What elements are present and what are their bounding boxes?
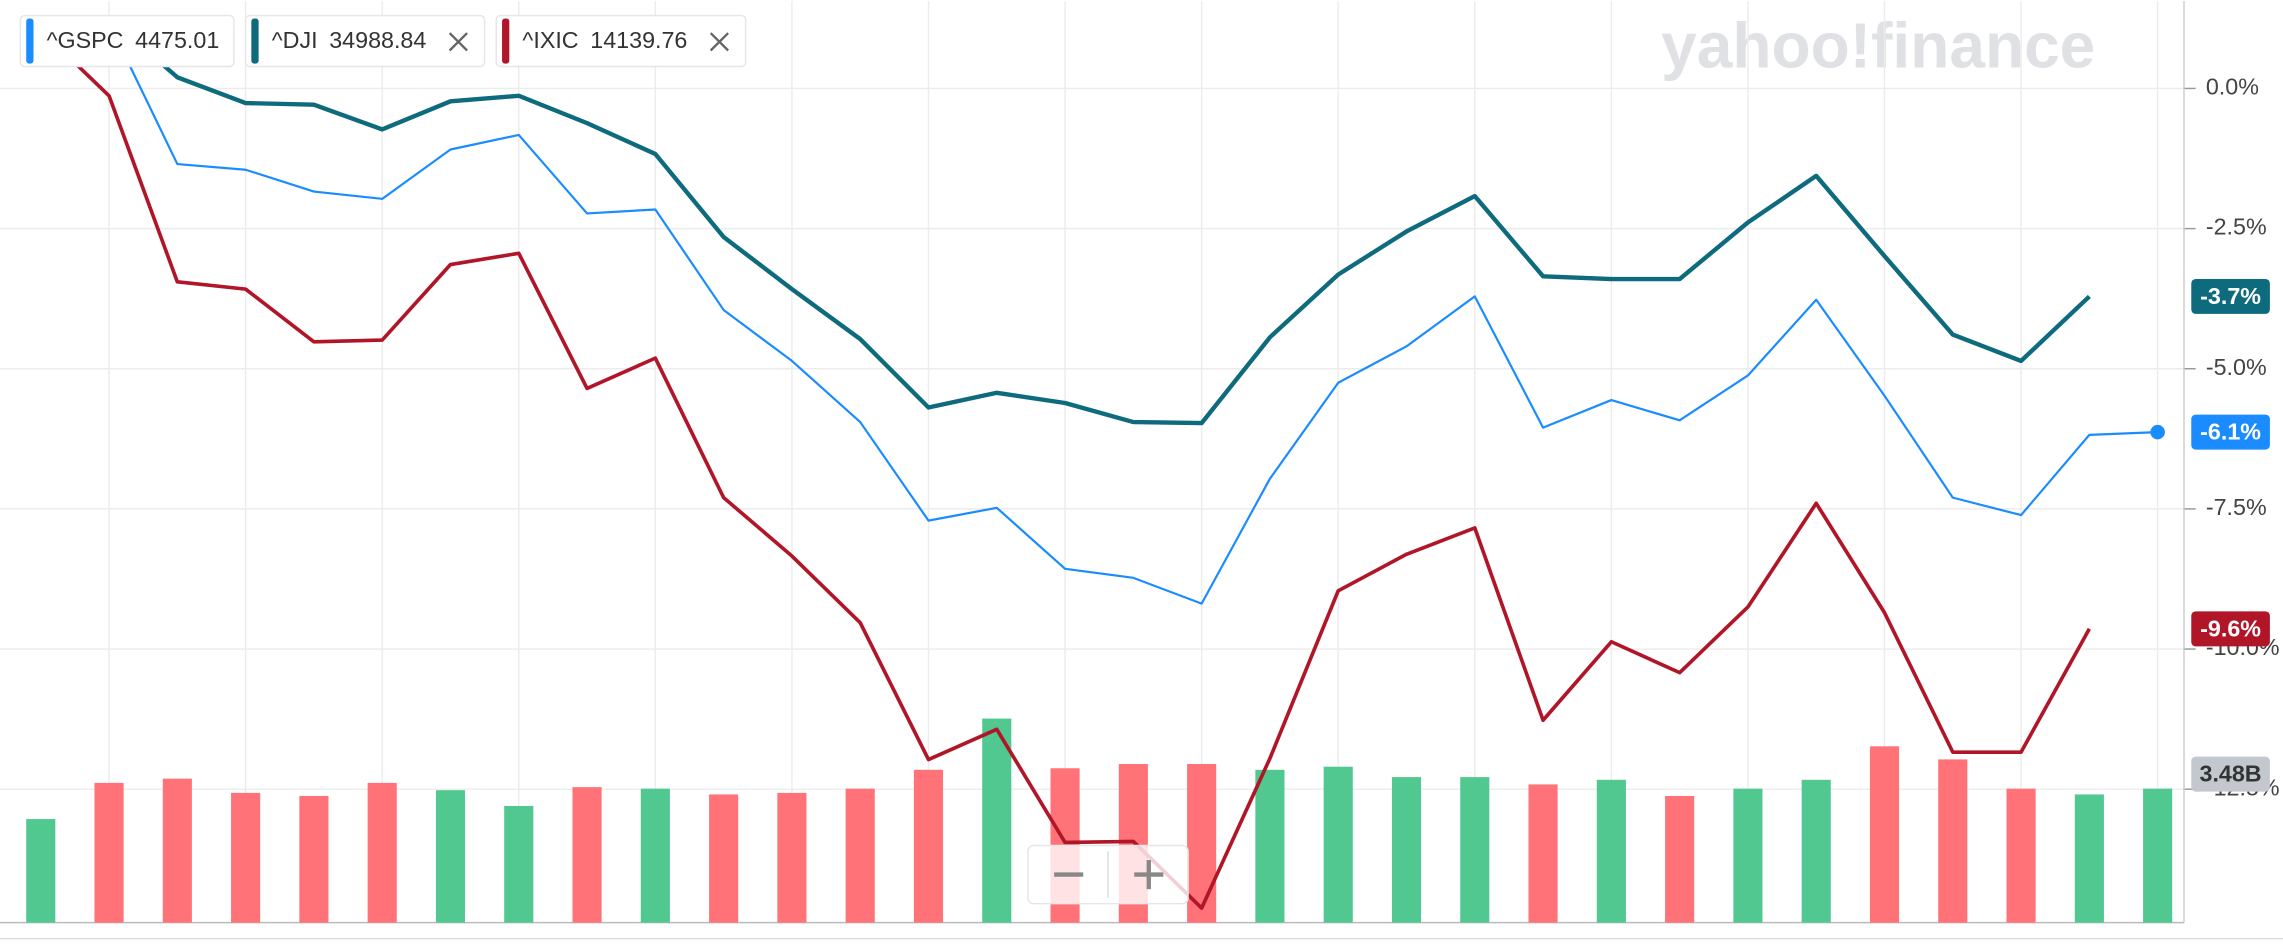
series-line (39, 28, 2091, 910)
last-value-label-bg (2191, 278, 2270, 314)
legend-swatch (26, 18, 34, 64)
volume-label: 3.48B (2200, 761, 2262, 787)
y-tick-label: 0.0% (2206, 74, 2259, 100)
volume-bar (1323, 766, 1353, 923)
volume-bar (1391, 777, 1422, 923)
legend-price: 34988.84 (329, 27, 426, 53)
remove-button[interactable] (709, 32, 729, 52)
legend-chip-bg (495, 14, 747, 68)
last-value-label: -9.6% (2200, 615, 2261, 641)
volume-bar (1665, 795, 1695, 923)
volume-bar (2143, 788, 2173, 923)
legend-chip-bg (244, 14, 486, 68)
close-icon (448, 32, 468, 52)
volume-bar (504, 805, 534, 923)
legend-swatch (251, 18, 259, 64)
volume-label-bg (2191, 756, 2270, 792)
volume-bar (1460, 777, 1490, 923)
legend-chip[interactable]: ^IXIC 14139.76 (495, 14, 747, 68)
remove-button[interactable] (448, 32, 468, 52)
last-value-label-bg (2191, 611, 2270, 647)
legend-name: ^IXIC (522, 27, 578, 53)
volume-bar (1801, 779, 1831, 923)
volume-bar (367, 782, 397, 923)
zoom-controls (1027, 844, 1189, 905)
zoom-in-button[interactable] (1134, 860, 1164, 890)
last-point (2150, 424, 2165, 440)
volume-bar (640, 788, 670, 923)
volume-bar (94, 782, 124, 923)
legend-chip[interactable]: ^DJI 34988.84 (244, 14, 486, 68)
volume-bar (913, 769, 944, 923)
legend-chip[interactable]: ^GSPC 4475.01 (19, 14, 235, 68)
legend-swatch (502, 18, 510, 64)
legend-price: 4475.01 (135, 27, 219, 53)
y-tick-label: -7.5% (2206, 494, 2267, 520)
volume-bar (1938, 759, 1968, 923)
volume-bar (435, 790, 466, 923)
volume-bar (299, 795, 329, 923)
volume-bar (2006, 788, 2036, 923)
legend-name: ^GSPC (47, 27, 124, 53)
last-value-label: -6.1% (2200, 419, 2261, 445)
y-tick-label: -5.0% (2206, 354, 2267, 380)
watermark: yahoo!finance (1661, 9, 2095, 81)
volume-bar (1255, 769, 1285, 923)
volume-bar (777, 792, 807, 923)
series-line (40, 21, 2158, 605)
volume-bar (709, 794, 739, 923)
volume-bar (845, 788, 875, 923)
volume-bar (572, 787, 602, 923)
series-line (39, 16, 2091, 426)
volume-bar (1528, 784, 1558, 923)
volume-bar (1869, 746, 1900, 923)
y-tick-label: -2.5% (2206, 214, 2267, 240)
volume-bar (26, 819, 56, 923)
last-value-label-bg (2191, 414, 2270, 450)
volume-bar (1733, 788, 1763, 923)
legend-chip-bg (19, 14, 235, 68)
legend-price: 14139.76 (590, 27, 687, 53)
last-value-label: -3.7% (2200, 283, 2261, 309)
volume-bar (162, 778, 192, 923)
volume-bar (1596, 779, 1626, 923)
volume-bar (2074, 794, 2104, 923)
close-icon (709, 32, 729, 52)
legend-name: ^DJI (272, 27, 318, 53)
volume-bar (231, 792, 261, 923)
volume-bar (982, 718, 1012, 923)
